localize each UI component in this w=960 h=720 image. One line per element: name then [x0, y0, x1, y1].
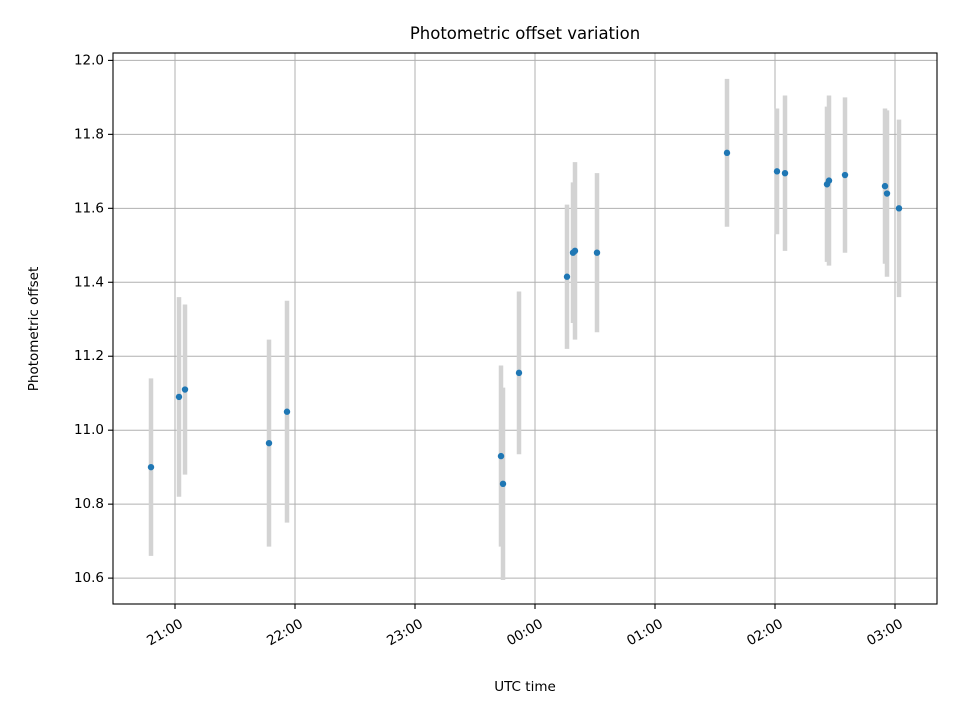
- data-point: [499, 480, 507, 488]
- data-point: [881, 182, 889, 190]
- plot-frame: [112, 52, 938, 605]
- y-tick-label: 11.8: [74, 126, 104, 142]
- grid-lines: [113, 53, 937, 604]
- y-tick-label: 11.2: [74, 348, 104, 364]
- data-point: [265, 439, 273, 447]
- data-point: [723, 149, 731, 157]
- x-tick-label: 22:00: [264, 616, 306, 649]
- chart-title: Photometric offset variation: [410, 24, 640, 43]
- data-point: [773, 168, 781, 175]
- data-point: [895, 205, 903, 212]
- y-axis-ticks: 10.6 10.8 11.0 11.2 11.4 11.6 11.8 12.0: [74, 52, 113, 586]
- y-tick-label: 10.6: [74, 570, 104, 586]
- data-point: [283, 408, 291, 415]
- data-point: [175, 393, 183, 401]
- data-points: [147, 149, 903, 488]
- data-point: [781, 169, 789, 177]
- x-tick-label: 21:00: [144, 616, 186, 649]
- data-point: [515, 369, 523, 377]
- x-axis-ticks: 21:00 22:00 23:00 00:00 01:00 02:00 03:00: [144, 604, 906, 649]
- x-tick-label: 23:00: [384, 616, 426, 649]
- y-tick-label: 11.4: [74, 274, 104, 290]
- x-tick-label: 01:00: [624, 616, 666, 649]
- y-tick-label: 12.0: [74, 52, 104, 68]
- y-tick-label: 11.6: [74, 200, 104, 216]
- data-point: [825, 177, 833, 184]
- x-axis-label: UTC time: [494, 679, 556, 695]
- y-tick-label: 11.0: [74, 422, 104, 438]
- data-point: [497, 452, 505, 460]
- data-point: [181, 386, 189, 393]
- data-point: [883, 190, 891, 197]
- data-point: [563, 273, 571, 280]
- y-axis-label: Photometric offset: [26, 267, 42, 391]
- data-point: [593, 249, 601, 256]
- data-point: [147, 463, 155, 471]
- error-bars: [148, 78, 902, 580]
- x-tick-label: 00:00: [504, 616, 546, 649]
- y-tick-label: 10.8: [74, 496, 104, 512]
- x-tick-label: 02:00: [744, 616, 786, 649]
- x-tick-label: 03:00: [864, 616, 906, 649]
- data-point: [571, 247, 579, 255]
- data-point: [841, 171, 849, 179]
